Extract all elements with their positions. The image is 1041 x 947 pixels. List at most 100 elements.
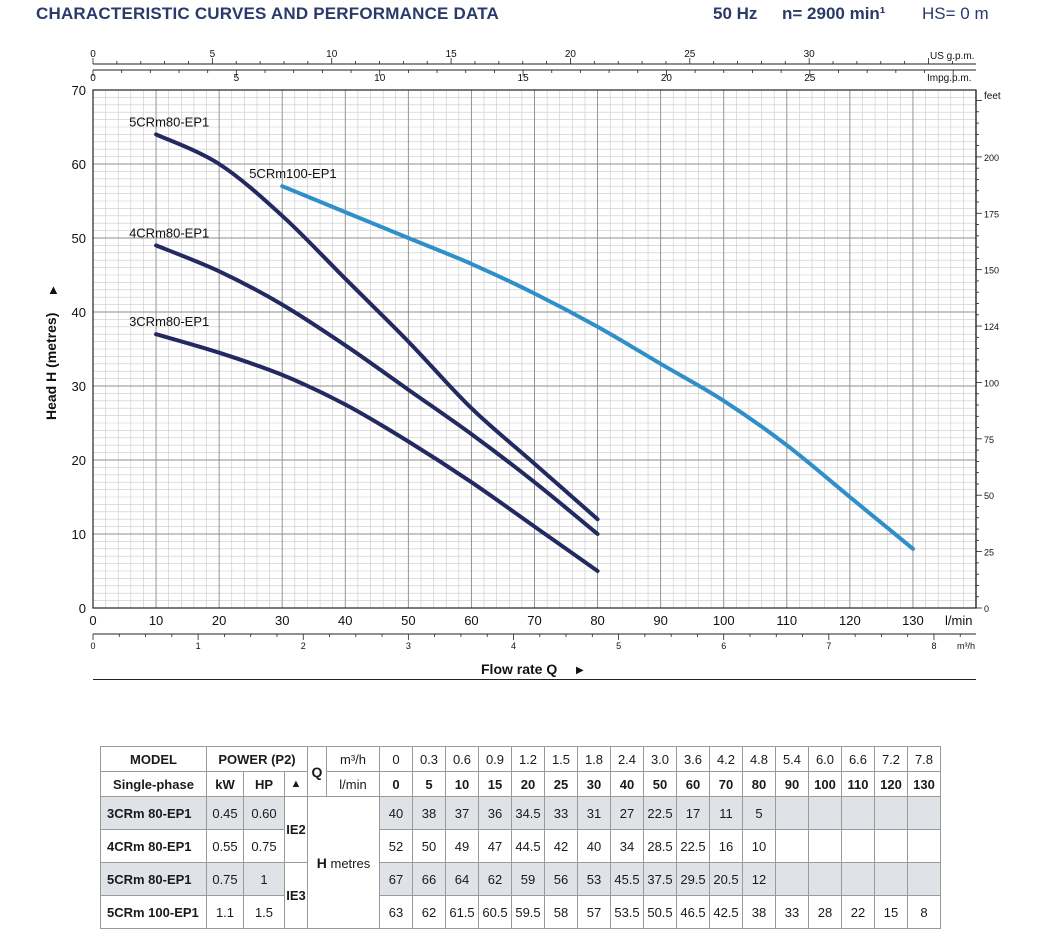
h-value-cell: 64: [445, 862, 479, 896]
q-lmin-cell: 20: [511, 771, 545, 797]
h-value-cell: 22.5: [676, 829, 710, 863]
x-tick-label: 110: [776, 613, 797, 628]
h-value-cell: 37: [445, 796, 479, 830]
impgpm-tick-label: 20: [661, 73, 673, 84]
q-m3h-cell: 6.0: [808, 746, 842, 772]
q-m3h-cell: 0.6: [445, 746, 479, 772]
h-value-cell: 49: [445, 829, 479, 863]
h-value-cell: 57: [577, 895, 611, 929]
usgpm-tick-label: 25: [684, 49, 696, 60]
x-tick-label: 30: [275, 613, 289, 628]
usgpm-tick-label: 30: [804, 49, 816, 60]
x-tick-label: 70: [527, 613, 541, 628]
unit-m3h-label: m³/h: [957, 641, 975, 651]
h-value-cell: 40: [577, 829, 611, 863]
x-tick-label: 120: [839, 613, 861, 628]
h-value-cell: 66: [412, 862, 446, 896]
h-value-cell: 42.5: [709, 895, 743, 929]
h-value-cell: 15: [874, 895, 908, 929]
m3h-tick-label: 6: [721, 641, 726, 651]
h-value-cell: [808, 796, 842, 830]
h-value-cell: [841, 862, 875, 896]
q-m3h-cell: 1.2: [511, 746, 545, 772]
q-lmin-cell: 5: [412, 771, 446, 797]
y-tick-label: 30: [72, 379, 86, 394]
curve-label-3crm80-ep1: 3CRm80-EP1: [129, 314, 209, 329]
hp-cell: 1: [243, 862, 285, 896]
h-value-cell: 42: [544, 829, 578, 863]
curve-3crm80-ep1: [154, 332, 600, 573]
y-tick-label: 40: [72, 305, 86, 320]
q-m3h-cell: 3.6: [676, 746, 710, 772]
lmin-unit-cell: l/min: [326, 771, 380, 797]
y-tick-label: 70: [72, 83, 86, 98]
h-value-cell: 62: [412, 895, 446, 929]
axis-ticks: 0 10 20 30 40 50 60 70 80 90 100 110 120 130010203040…: [72, 49, 1000, 651]
q-m3h-cell: 5.4: [775, 746, 809, 772]
q-m3h-cell: 3.0: [643, 746, 677, 772]
h-value-cell: [907, 829, 941, 863]
h-value-cell: 46.5: [676, 895, 710, 929]
h-value-cell: 33: [544, 796, 578, 830]
q-lmin-cell: 30: [577, 771, 611, 797]
y-tick-label: 50: [72, 231, 86, 246]
h-value-cell: 53: [577, 862, 611, 896]
h-value-cell: 62: [478, 862, 512, 896]
q-lmin-cell: 110: [841, 771, 875, 797]
x-tick-label: 130: [902, 613, 924, 628]
curve-5crm80-ep1: [154, 132, 600, 522]
h-value-cell: 22.5: [643, 796, 677, 830]
kw-header: kW: [206, 771, 244, 797]
impgpm-tick-label: 5: [234, 73, 240, 84]
h-value-cell: 22: [841, 895, 875, 929]
q-lmin-cell: 130: [907, 771, 941, 797]
impgpm-tick-label: 10: [374, 73, 386, 84]
y-tick-label: 10: [72, 527, 86, 542]
usgpm-tick-label: 20: [565, 49, 577, 60]
m3h-tick-label: 3: [406, 641, 411, 651]
model-cell: 4CRm 80-EP1: [100, 829, 207, 863]
q-lmin-cell: 80: [742, 771, 776, 797]
x-axis-label: Flow rate Q: [481, 661, 557, 677]
h-value-cell: 34.5: [511, 796, 545, 830]
power-header: POWER (P2): [206, 746, 308, 772]
usgpm-tick-label: 10: [326, 49, 338, 60]
h-value-cell: 33: [775, 895, 809, 929]
h-value-cell: 36: [478, 796, 512, 830]
h-value-cell: 12: [742, 862, 776, 896]
model-cell: 5CRm 100-EP1: [100, 895, 207, 929]
h-value-cell: 38: [412, 796, 446, 830]
y-tick-label: 0: [79, 601, 86, 616]
single-phase-header: Single-phase: [100, 771, 207, 797]
y-axis-arrow-icon: ▶: [48, 286, 59, 294]
y-tick-label: 20: [72, 453, 86, 468]
h-value-cell: 34: [610, 829, 644, 863]
usgpm-tick-label: 0: [90, 49, 96, 60]
q-lmin-cell: 60: [676, 771, 710, 797]
h-value-cell: 47: [478, 829, 512, 863]
m3h-tick-label: 4: [511, 641, 516, 651]
h-value-cell: [775, 829, 809, 863]
feet-tick-label: 200: [984, 153, 999, 163]
ie3-class-cell: IE3: [284, 862, 308, 929]
h-value-cell: 29.5: [676, 862, 710, 896]
h-value-cell: [775, 862, 809, 896]
h-value-cell: [874, 862, 908, 896]
h-value-cell: [808, 829, 842, 863]
h-value-cell: 52: [379, 829, 413, 863]
h-metres-cell: H metres: [307, 796, 380, 929]
hp-cell: 1.5: [243, 895, 285, 929]
h-value-cell: 50: [412, 829, 446, 863]
kw-cell: 0.55: [206, 829, 244, 863]
m3h-tick-label: 7: [826, 641, 831, 651]
h-value-cell: [775, 796, 809, 830]
feet-tick-label: 124: [984, 322, 999, 332]
h-value-cell: 58: [544, 895, 578, 929]
feet-tick-label: 100: [984, 378, 999, 388]
q-m3h-cell: 0.9: [478, 746, 512, 772]
h-value-cell: 63: [379, 895, 413, 929]
h-value-cell: 50.5: [643, 895, 677, 929]
ie2-class-cell: IE2: [284, 796, 308, 863]
hp-header: HP: [243, 771, 285, 797]
x-tick-label: 0: [89, 613, 96, 628]
